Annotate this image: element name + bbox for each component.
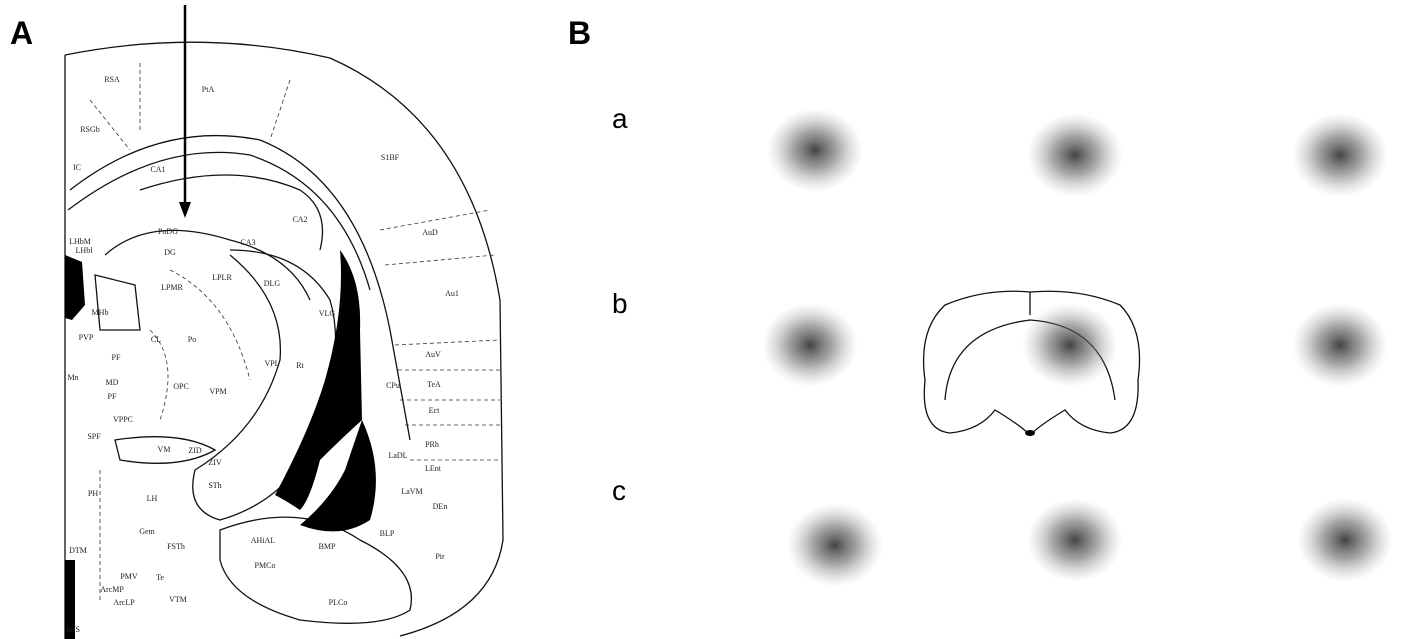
- autoradiograph-spot: [1027, 498, 1123, 582]
- autoradiograph-spot: [1292, 303, 1388, 387]
- autoradiograph-spot: [1022, 303, 1118, 387]
- region-label: STh: [208, 481, 221, 490]
- autoradiograph-spot: [1297, 498, 1393, 582]
- region-label: CA1: [150, 165, 165, 174]
- region-label: LaVM: [401, 487, 422, 496]
- region-label: BLP: [380, 529, 395, 538]
- autoradiograph-spot: [767, 108, 863, 192]
- region-label: MHb: [92, 308, 109, 317]
- region-label: PLCo: [329, 598, 348, 607]
- region-label: LEnt: [425, 464, 442, 473]
- row-label: c: [612, 475, 626, 506]
- region-label: Gem: [139, 527, 155, 536]
- region-label: DTM: [69, 546, 87, 555]
- row-label: a: [612, 103, 628, 134]
- region-label: MD: [106, 378, 119, 387]
- region-label: AHiAL: [251, 536, 276, 545]
- autoradiograph-spot: [1292, 113, 1388, 197]
- region-label: LPLR: [212, 273, 232, 282]
- region-label: PMCo: [255, 561, 276, 570]
- region-label: DEn: [433, 502, 448, 511]
- region-label: PF: [108, 392, 117, 401]
- region-label: CA3: [240, 238, 255, 247]
- region-label: AuV: [425, 350, 441, 359]
- region-label: CPu: [386, 381, 400, 390]
- figure: A B RSAPtARSGbS1BFICCA1CA2PoDGCA3AuDLHbM…: [0, 0, 1401, 639]
- region-label: CA2: [292, 215, 307, 224]
- region-label: ArcMP: [100, 585, 124, 594]
- panel-label: B: [568, 15, 591, 51]
- region-label: LHbM: [69, 237, 91, 246]
- region-label: BMP: [319, 542, 336, 551]
- autoradiograph-spot: [762, 303, 858, 387]
- region-label: Te: [156, 573, 164, 582]
- region-label: Po: [188, 335, 196, 344]
- panel-a-drawing: [65, 5, 503, 639]
- region-label: RSGb: [80, 125, 100, 134]
- region-label: LPMR: [161, 283, 183, 292]
- region-label: AuD: [422, 228, 438, 237]
- region-label: Pir: [435, 552, 445, 561]
- region-label: Ect: [429, 406, 440, 415]
- region-label: VPPC: [113, 415, 133, 424]
- region-label: S1BF: [381, 153, 400, 162]
- region-label: SPF: [87, 432, 101, 441]
- region-label: PtA: [202, 85, 215, 94]
- region-label: Rt: [296, 361, 304, 370]
- region-label: CL: [151, 335, 161, 344]
- region-label: PRh: [425, 440, 439, 449]
- region-label: VPM: [209, 387, 226, 396]
- region-label: ArcLP: [113, 598, 135, 607]
- region-label: IC: [73, 163, 81, 172]
- panel-label: A: [10, 15, 33, 51]
- region-label: PVP: [79, 333, 94, 342]
- region-label: DLG: [264, 279, 281, 288]
- region-label: RSA: [104, 75, 120, 84]
- region-label: PoDG: [158, 227, 178, 236]
- region-label: LaDL: [388, 451, 407, 460]
- row-label: b: [612, 288, 628, 319]
- region-label: PH: [88, 489, 98, 498]
- region-label: TeA: [427, 380, 441, 389]
- region-label: VLG: [319, 309, 336, 318]
- region-label: FSTh: [167, 542, 185, 551]
- region-label: DG: [164, 248, 176, 257]
- region-label: InfS: [66, 625, 80, 634]
- region-label: VM: [158, 445, 171, 454]
- autoradiograph-spot: [787, 503, 883, 587]
- region-label: VTM: [169, 595, 187, 604]
- autoradiograph-spot: [1027, 113, 1123, 197]
- region-label: LHbl: [76, 246, 94, 255]
- region-label: Mn: [67, 373, 78, 382]
- region-label: VPL: [264, 359, 279, 368]
- region-label: PF: [112, 353, 121, 362]
- region-label: ZIV: [208, 458, 222, 467]
- region-label: ZID: [188, 446, 202, 455]
- region-label: Au1: [445, 289, 459, 298]
- region-label: PMV: [120, 572, 138, 581]
- region-label: LH: [147, 494, 158, 503]
- region-label: OPC: [173, 382, 189, 391]
